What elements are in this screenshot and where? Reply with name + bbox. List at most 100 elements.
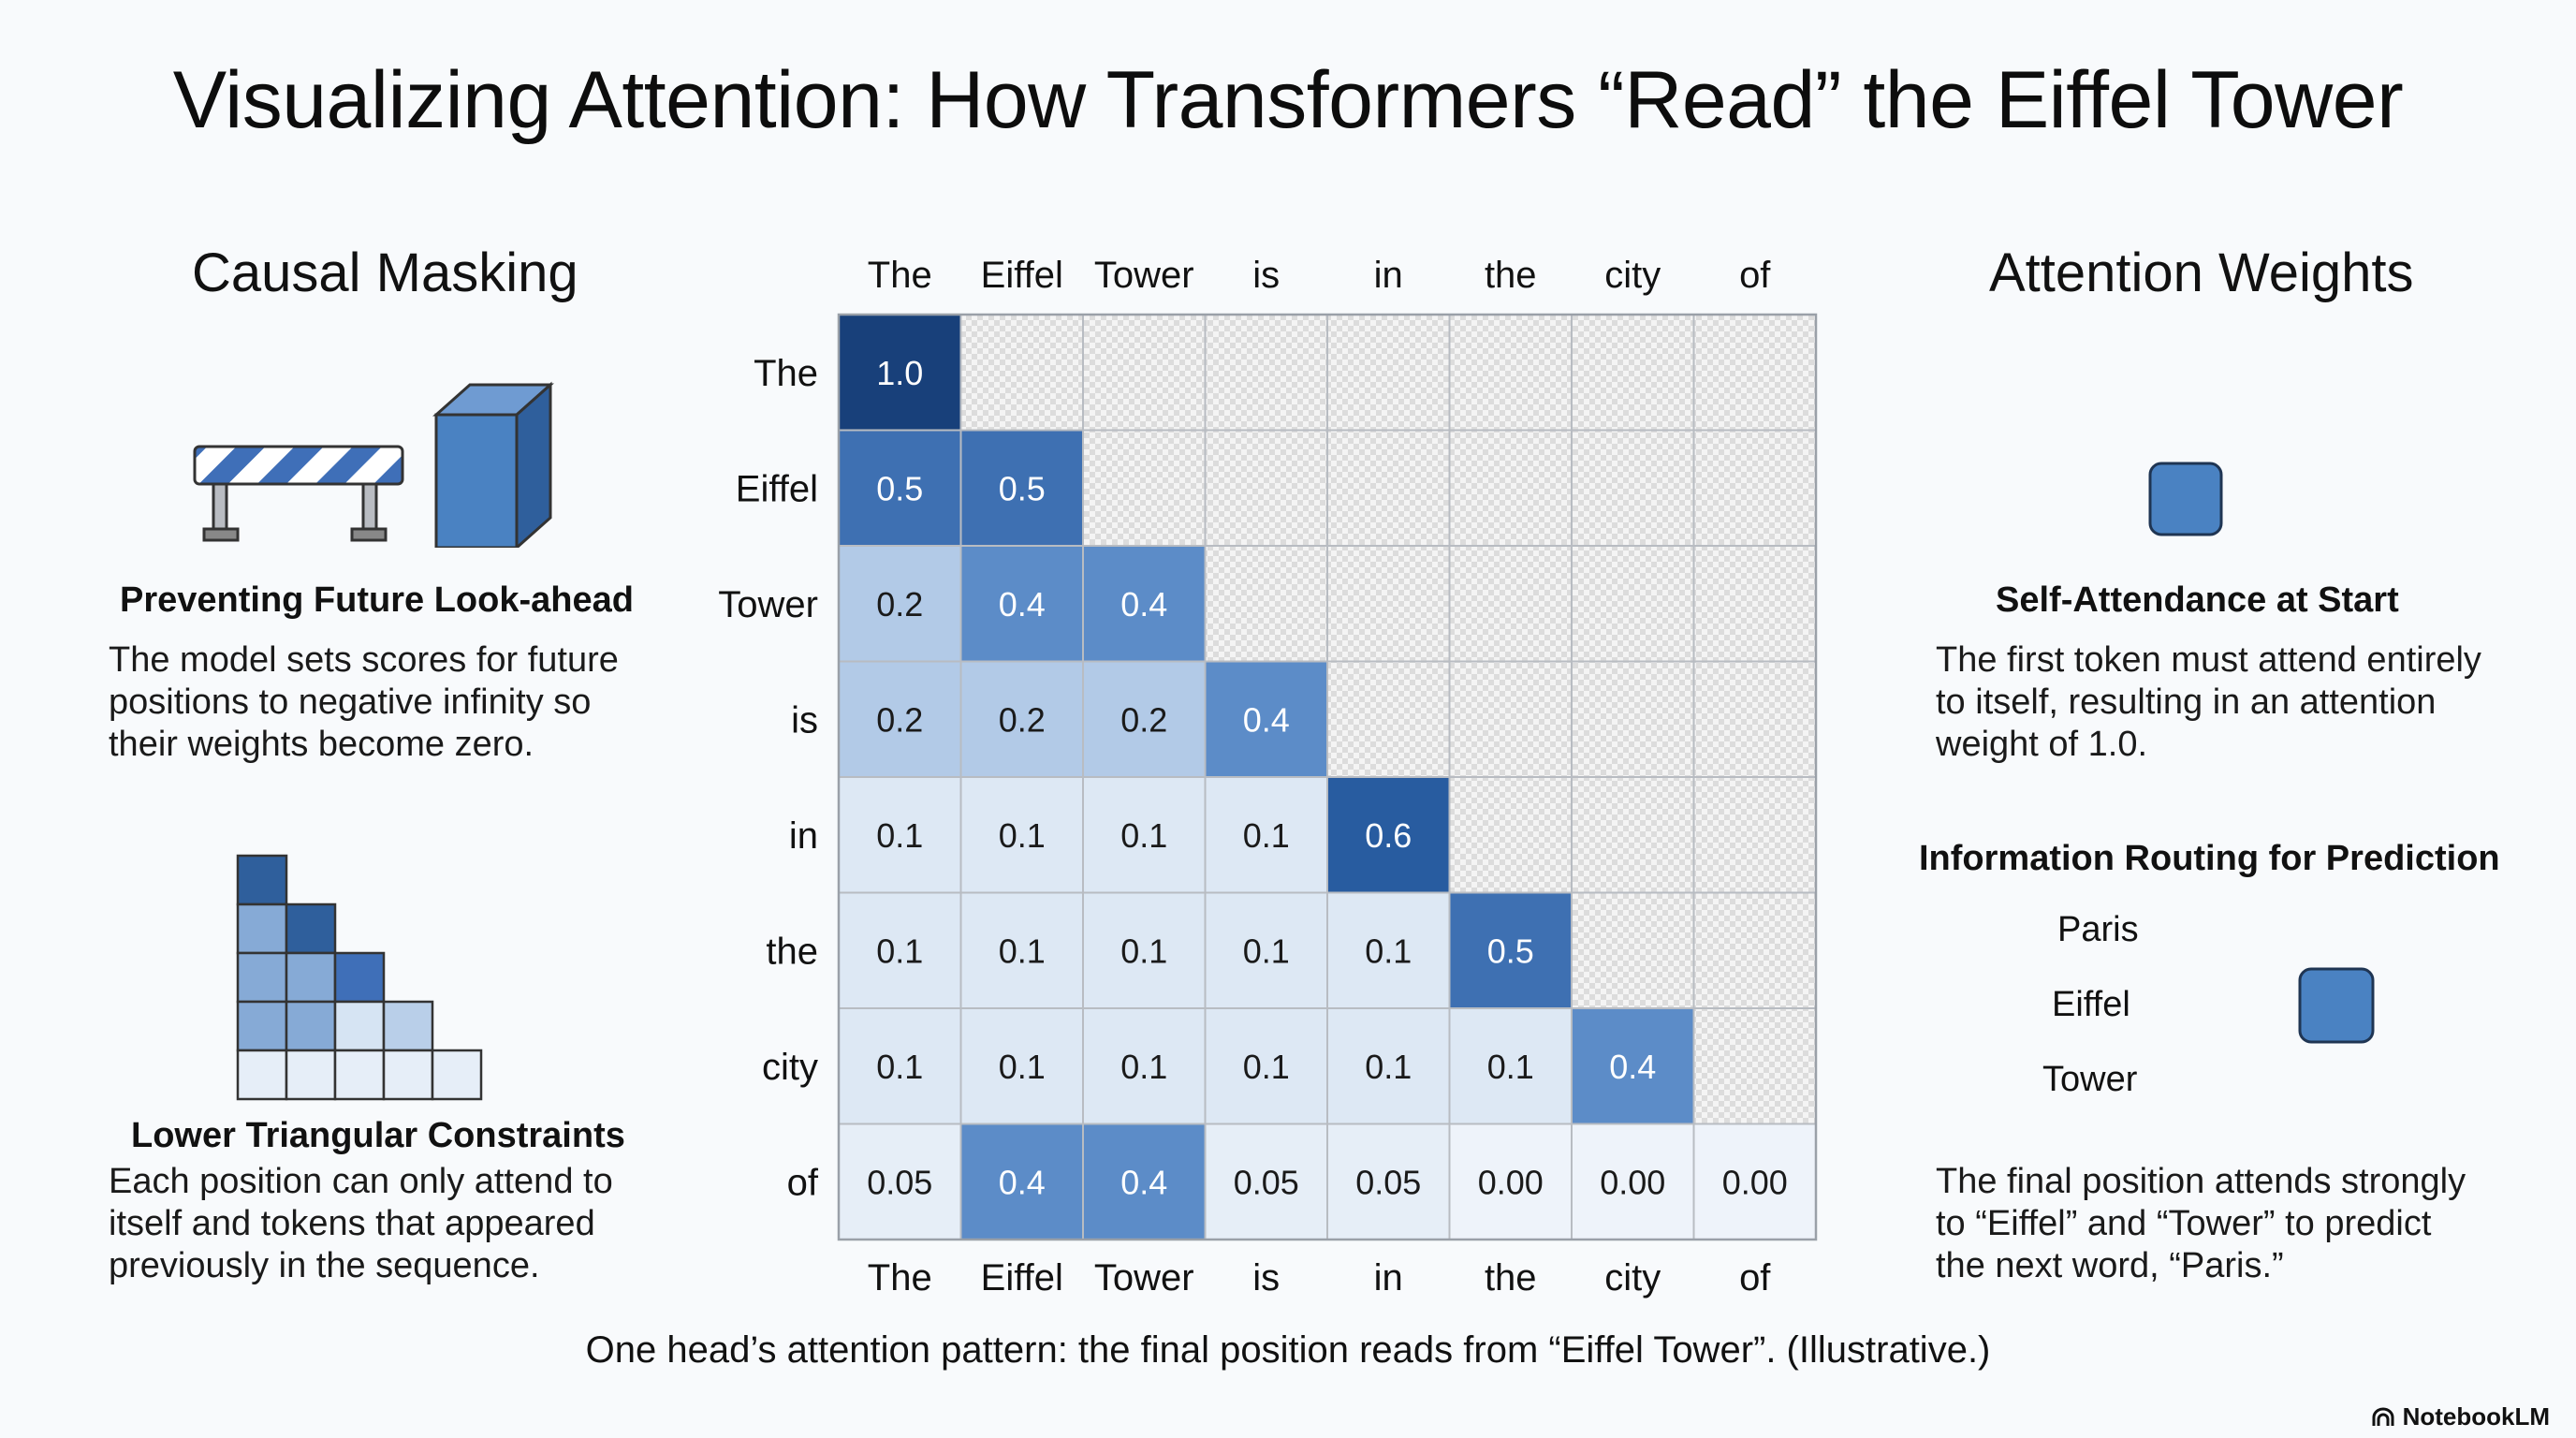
heatmap-value-label: 0.1 <box>876 816 923 855</box>
row-label: city <box>762 1047 818 1088</box>
heatmap-cell-masked <box>1571 776 1695 894</box>
heatmap-cell-masked <box>1692 776 1817 894</box>
heatmap-cell-masked <box>1448 660 1573 778</box>
road-barrier-icon <box>193 445 404 542</box>
heatmap-cell <box>838 545 962 663</box>
heatmap-value-label: 0.4 <box>1120 1163 1167 1201</box>
heatmap-cell-masked <box>1326 314 1451 432</box>
heatmap-value-label: 0.4 <box>999 1163 1046 1201</box>
block-self-attendance-title: Self-Attendance at Start <box>1996 580 2399 620</box>
column-label-top: is <box>1252 255 1280 296</box>
heatmap-cell <box>959 545 1084 663</box>
heatmap-cell-masked <box>1448 776 1573 894</box>
heatmap-cell <box>1204 776 1328 894</box>
column-label-bottom: The <box>868 1257 932 1299</box>
heatmap-cell-masked <box>1326 429 1451 547</box>
heatmap-value-label: 0.05 <box>1355 1163 1421 1201</box>
column-label-top: city <box>1604 255 1661 296</box>
barrier-illustration <box>193 381 554 548</box>
column-label-bottom: is <box>1252 1257 1280 1299</box>
heatmap-value-label: 0.1 <box>1243 1048 1290 1086</box>
heatmap-cell <box>959 776 1084 894</box>
block-lower-triangular-title: Lower Triangular Constraints <box>131 1116 625 1155</box>
heatmap-cell-masked <box>1448 545 1573 663</box>
heatmap-cell <box>1692 1123 1817 1240</box>
heatmap-cell-masked <box>959 314 1084 432</box>
heatmap-cell-masked <box>1571 545 1695 663</box>
heatmap-value-label: 0.4 <box>1120 585 1167 624</box>
heatmap-cell <box>959 891 1084 1009</box>
column-label-top: the <box>1485 255 1537 296</box>
heatmap-cell-masked <box>1082 429 1207 547</box>
heatmap-cell-masked <box>1571 429 1695 547</box>
column-label-top: The <box>868 255 932 296</box>
heatmap-cell-masked <box>1448 314 1573 432</box>
route-label-paris: Paris <box>2057 910 2139 949</box>
heatmap-value-label: 0.1 <box>1365 932 1412 970</box>
heatmap-cell <box>838 776 962 894</box>
heatmap-cell <box>959 429 1084 547</box>
heatmap-cell <box>1204 891 1328 1009</box>
heatmap-value-label: 0.1 <box>1120 1048 1167 1086</box>
notebooklm-brand: NotebookLM <box>2371 1402 2550 1431</box>
column-label-bottom: city <box>1604 1257 1661 1299</box>
block-info-routing-title: Information Routing for Prediction <box>1919 839 2500 878</box>
heatmap-cell-masked <box>1692 429 1817 547</box>
heatmap-cell <box>959 1123 1084 1240</box>
heatmap-cell-masked <box>1204 429 1328 547</box>
row-label: The <box>754 353 818 394</box>
column-label-bottom: Tower <box>1094 1257 1194 1299</box>
row-label: Eiffel <box>736 468 818 509</box>
heatmap-cell-masked <box>1692 1007 1817 1125</box>
heatmap-cell-masked <box>1204 545 1328 663</box>
block-preventing-lookahead-title: Preventing Future Look-ahead <box>120 580 634 620</box>
column-label-bottom: of <box>1739 1257 1771 1299</box>
heatmap-cell-masked <box>1326 660 1451 778</box>
heatmap-cell <box>1571 1123 1695 1240</box>
heatmap-value-label: 0.2 <box>876 585 923 624</box>
column-label-bottom: the <box>1485 1257 1537 1299</box>
heatmap-cell <box>1204 1007 1328 1125</box>
heatmap-cell <box>1082 660 1207 778</box>
row-label: in <box>789 815 818 857</box>
heatmap-cell-masked <box>1571 660 1695 778</box>
heatmap-cell-masked <box>1692 545 1817 663</box>
figure-caption: One head’s attention pattern: the final … <box>585 1329 1991 1371</box>
causal-masking-heading: Causal Masking <box>192 242 578 303</box>
attention-weights-heading: Attention Weights <box>1989 242 2414 303</box>
heatmap-cell <box>1082 1007 1207 1125</box>
heatmap-cell <box>1326 1007 1451 1125</box>
heatmap-value-label: 0.2 <box>876 700 923 739</box>
heatmap-value-label: 0.05 <box>1234 1163 1299 1201</box>
heatmap-value-label: 0.05 <box>867 1163 932 1201</box>
column-label-top: Tower <box>1094 255 1194 296</box>
route-label-eiffel: Eiffel <box>2052 985 2130 1024</box>
column-label-top: of <box>1739 255 1771 296</box>
heatmap-value-label: 0.2 <box>999 700 1046 739</box>
heatmap-cell <box>959 1007 1084 1125</box>
heatmap-value-label: 0.1 <box>1243 932 1290 970</box>
heatmap-value-label: 0.1 <box>1120 816 1167 855</box>
row-label: is <box>791 699 818 741</box>
heatmap-value-label: 0.1 <box>1487 1048 1534 1086</box>
column-label-bottom: in <box>1374 1257 1403 1299</box>
heatmap-border <box>837 313 1818 1241</box>
heatmap-value-label: 0.00 <box>1722 1163 1788 1201</box>
heatmap-value-label: 0.1 <box>999 932 1046 970</box>
heatmap-cell <box>838 660 962 778</box>
column-label-bottom: Eiffel <box>981 1257 1063 1299</box>
heatmap-value-label: 0.1 <box>1120 932 1167 970</box>
heatmap-cell-masked <box>1571 891 1695 1009</box>
heatmap-value-label: 0.1 <box>1243 816 1290 855</box>
heatmap-value-label: 0.00 <box>1478 1163 1544 1201</box>
heatmap-value-label: 0.1 <box>1365 1048 1412 1086</box>
notebooklm-logo-icon <box>2372 1407 2394 1426</box>
column-label-top: Eiffel <box>981 255 1063 296</box>
heatmap-value-label: 0.1 <box>876 1048 923 1086</box>
heatmap-value-label: 0.6 <box>1365 816 1412 855</box>
heatmap-value-label: 0.2 <box>1120 700 1167 739</box>
heatmap-value-label: 0.5 <box>876 469 923 507</box>
heatmap-value-label: 1.0 <box>876 354 923 392</box>
heatmap-cell <box>1082 545 1207 663</box>
